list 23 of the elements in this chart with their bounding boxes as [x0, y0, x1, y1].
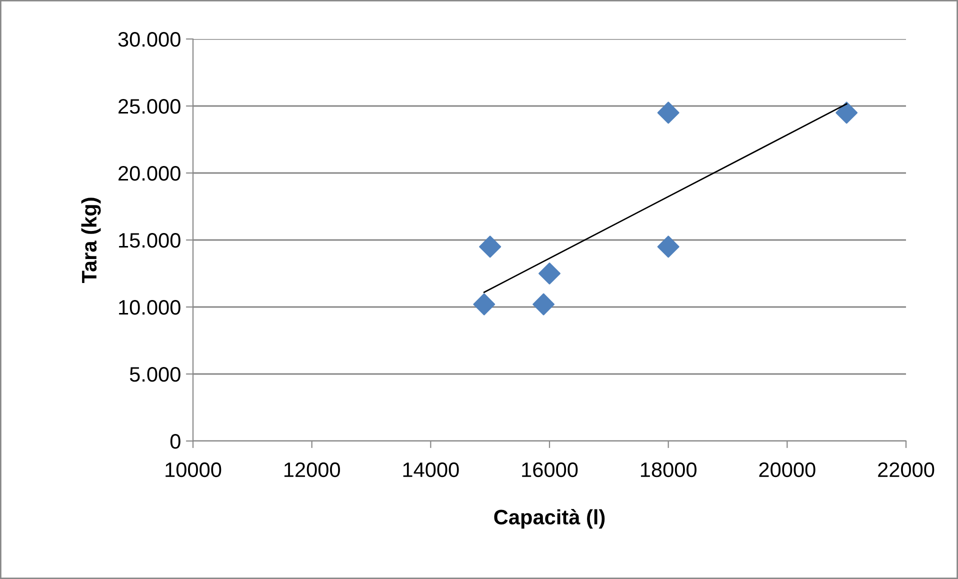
y-tick-label: 20.000 — [118, 166, 180, 181]
y-tick-label: 25.000 — [118, 99, 180, 114]
x-tick-label: 10000 — [166, 462, 222, 478]
x-axis-title: Capacità (l) — [494, 509, 605, 529]
point — [836, 102, 858, 124]
point — [657, 236, 680, 258]
x-tick-label: 16000 — [522, 462, 578, 478]
point — [473, 293, 496, 316]
point — [538, 262, 560, 284]
y-tick-label: 5.000 — [130, 367, 180, 382]
point — [532, 293, 555, 316]
point — [657, 102, 680, 124]
y-tick-label: 30.000 — [118, 32, 180, 47]
x-tick-label: 22000 — [878, 462, 934, 478]
y-tick-label: 15.000 — [119, 233, 180, 248]
x-tick-label: 18000 — [640, 462, 696, 478]
x-tick-label: 20000 — [759, 462, 816, 478]
point — [479, 236, 502, 258]
y-tick-label: 10.000 — [119, 300, 180, 315]
x-tick-label: 14000 — [403, 462, 459, 478]
y-axis-title: Tara (kg) — [81, 198, 101, 283]
y-tick-label: 0 — [170, 434, 180, 449]
x-tick-label: 12000 — [284, 462, 340, 478]
